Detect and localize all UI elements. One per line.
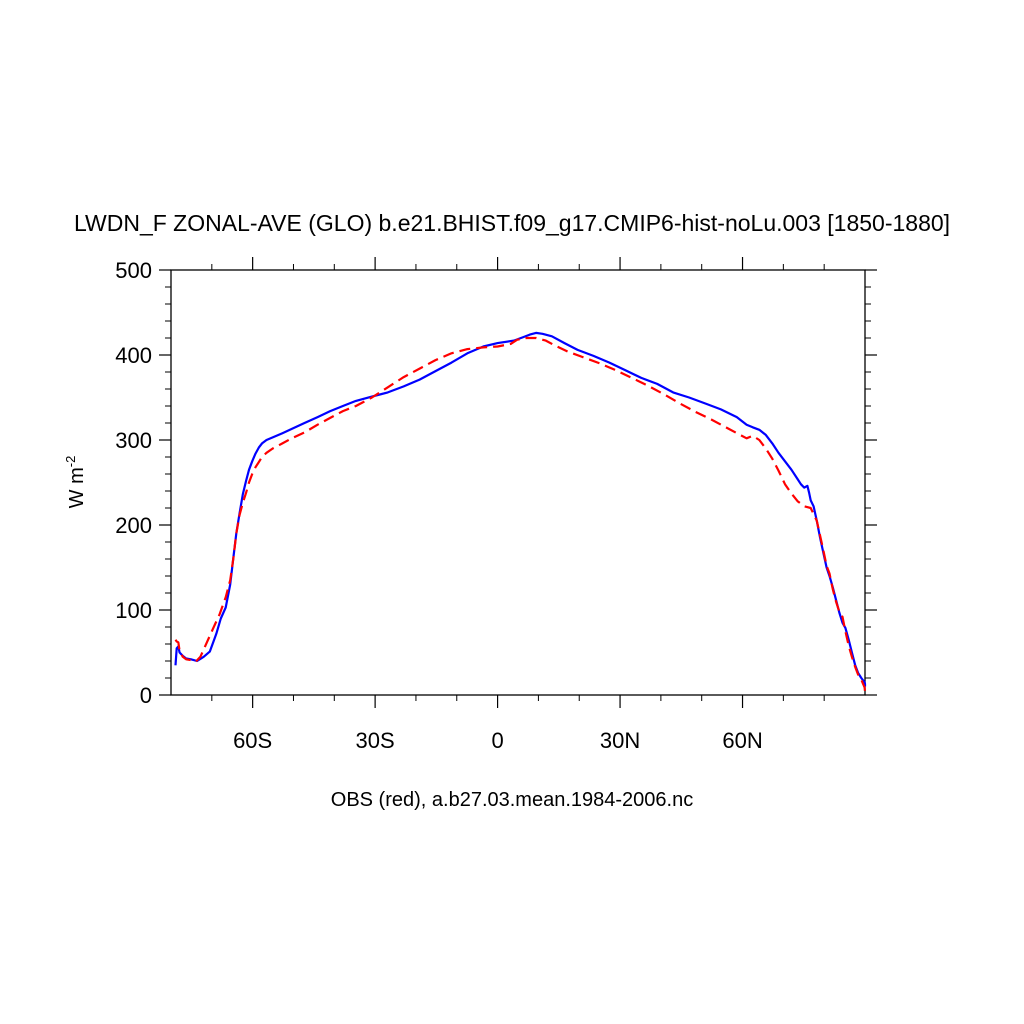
y-tick-label: 200 bbox=[115, 513, 152, 538]
obs-series-line bbox=[174, 336, 867, 694]
y-tick-label: 300 bbox=[115, 428, 152, 453]
model-series-line bbox=[174, 331, 867, 687]
axis-tick-labels: 0 100 200 300 400 500 60S 30S 0 30N 60N bbox=[115, 258, 762, 753]
x-tick-label: 30S bbox=[356, 728, 395, 753]
x-tick-label: 0 bbox=[491, 728, 503, 753]
chart-subtitle: OBS (red), a.b27.03.mean.1984-2006.nc bbox=[330, 789, 694, 811]
y-tick-label: 400 bbox=[115, 343, 152, 368]
y-tick-label: 100 bbox=[115, 598, 152, 623]
axis-ticks bbox=[159, 257, 877, 708]
x-tick-label: 30N bbox=[600, 728, 640, 753]
plot-frame bbox=[170, 269, 866, 696]
x-tick-label: 60N bbox=[722, 728, 762, 753]
y-tick-label: 500 bbox=[115, 258, 152, 283]
series-layer bbox=[174, 331, 867, 694]
y-tick-label: 0 bbox=[140, 683, 152, 708]
chart-title: LWDN_F ZONAL-AVE (GLO) b.e21.BHIST.f09_g… bbox=[73, 210, 951, 236]
x-tick-label: 60S bbox=[233, 728, 272, 753]
